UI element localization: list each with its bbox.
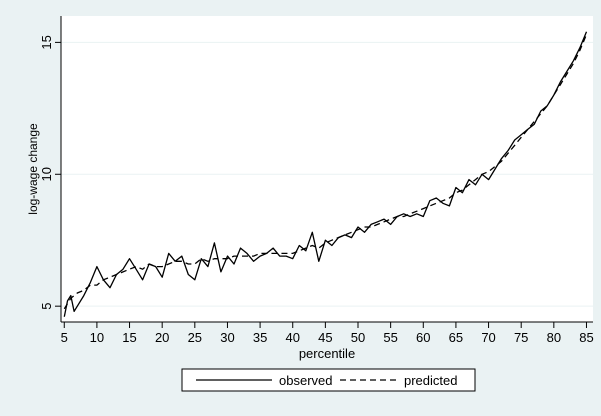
y-axis-label: log-wage change — [26, 123, 40, 215]
x-tick-label-60: 60 — [416, 330, 430, 345]
x-axis-label: percentile — [299, 346, 355, 361]
series-line-observed — [63, 31, 588, 317]
x-tick-label-35: 35 — [253, 330, 267, 345]
x-tick-label-10: 10 — [90, 330, 104, 345]
x-tick-label-30: 30 — [220, 330, 234, 345]
y-tick-label-5: 5 — [39, 303, 54, 310]
x-tick-label-50: 50 — [351, 330, 365, 345]
x-tick-label-40: 40 — [285, 330, 299, 345]
grid-layer — [61, 41, 593, 307]
legend-box — [181, 368, 476, 392]
plot-area — [61, 16, 593, 322]
x-tick-label-75: 75 — [514, 330, 528, 345]
x-tick-label-45: 45 — [318, 330, 332, 345]
x-tick-label-5: 5 — [61, 330, 68, 345]
x-tick-label-85: 85 — [579, 330, 593, 345]
x-tick-label-55: 55 — [383, 330, 397, 345]
legend-label-observed: observed — [279, 373, 332, 388]
axes-layer: 5 10 15 20 25 30 35 40 45 50 55 60 65 70 75 80 85 5 10 15 — [39, 16, 594, 345]
x-tick-label-80: 80 — [547, 330, 561, 345]
x-tick-label-65: 65 — [449, 330, 463, 345]
x-tick-label-25: 25 — [188, 330, 202, 345]
series-line-predicted — [63, 34, 588, 310]
series-layer — [63, 31, 588, 317]
y-tick-label-15: 15 — [39, 35, 54, 49]
legend: observed predicted — [181, 368, 476, 392]
x-tick-label-20: 20 — [155, 330, 169, 345]
x-tick-label-15: 15 — [122, 330, 136, 345]
legend-label-predicted: predicted — [404, 373, 457, 388]
x-tick-label-70: 70 — [481, 330, 495, 345]
y-tick-label-10: 10 — [39, 167, 54, 181]
